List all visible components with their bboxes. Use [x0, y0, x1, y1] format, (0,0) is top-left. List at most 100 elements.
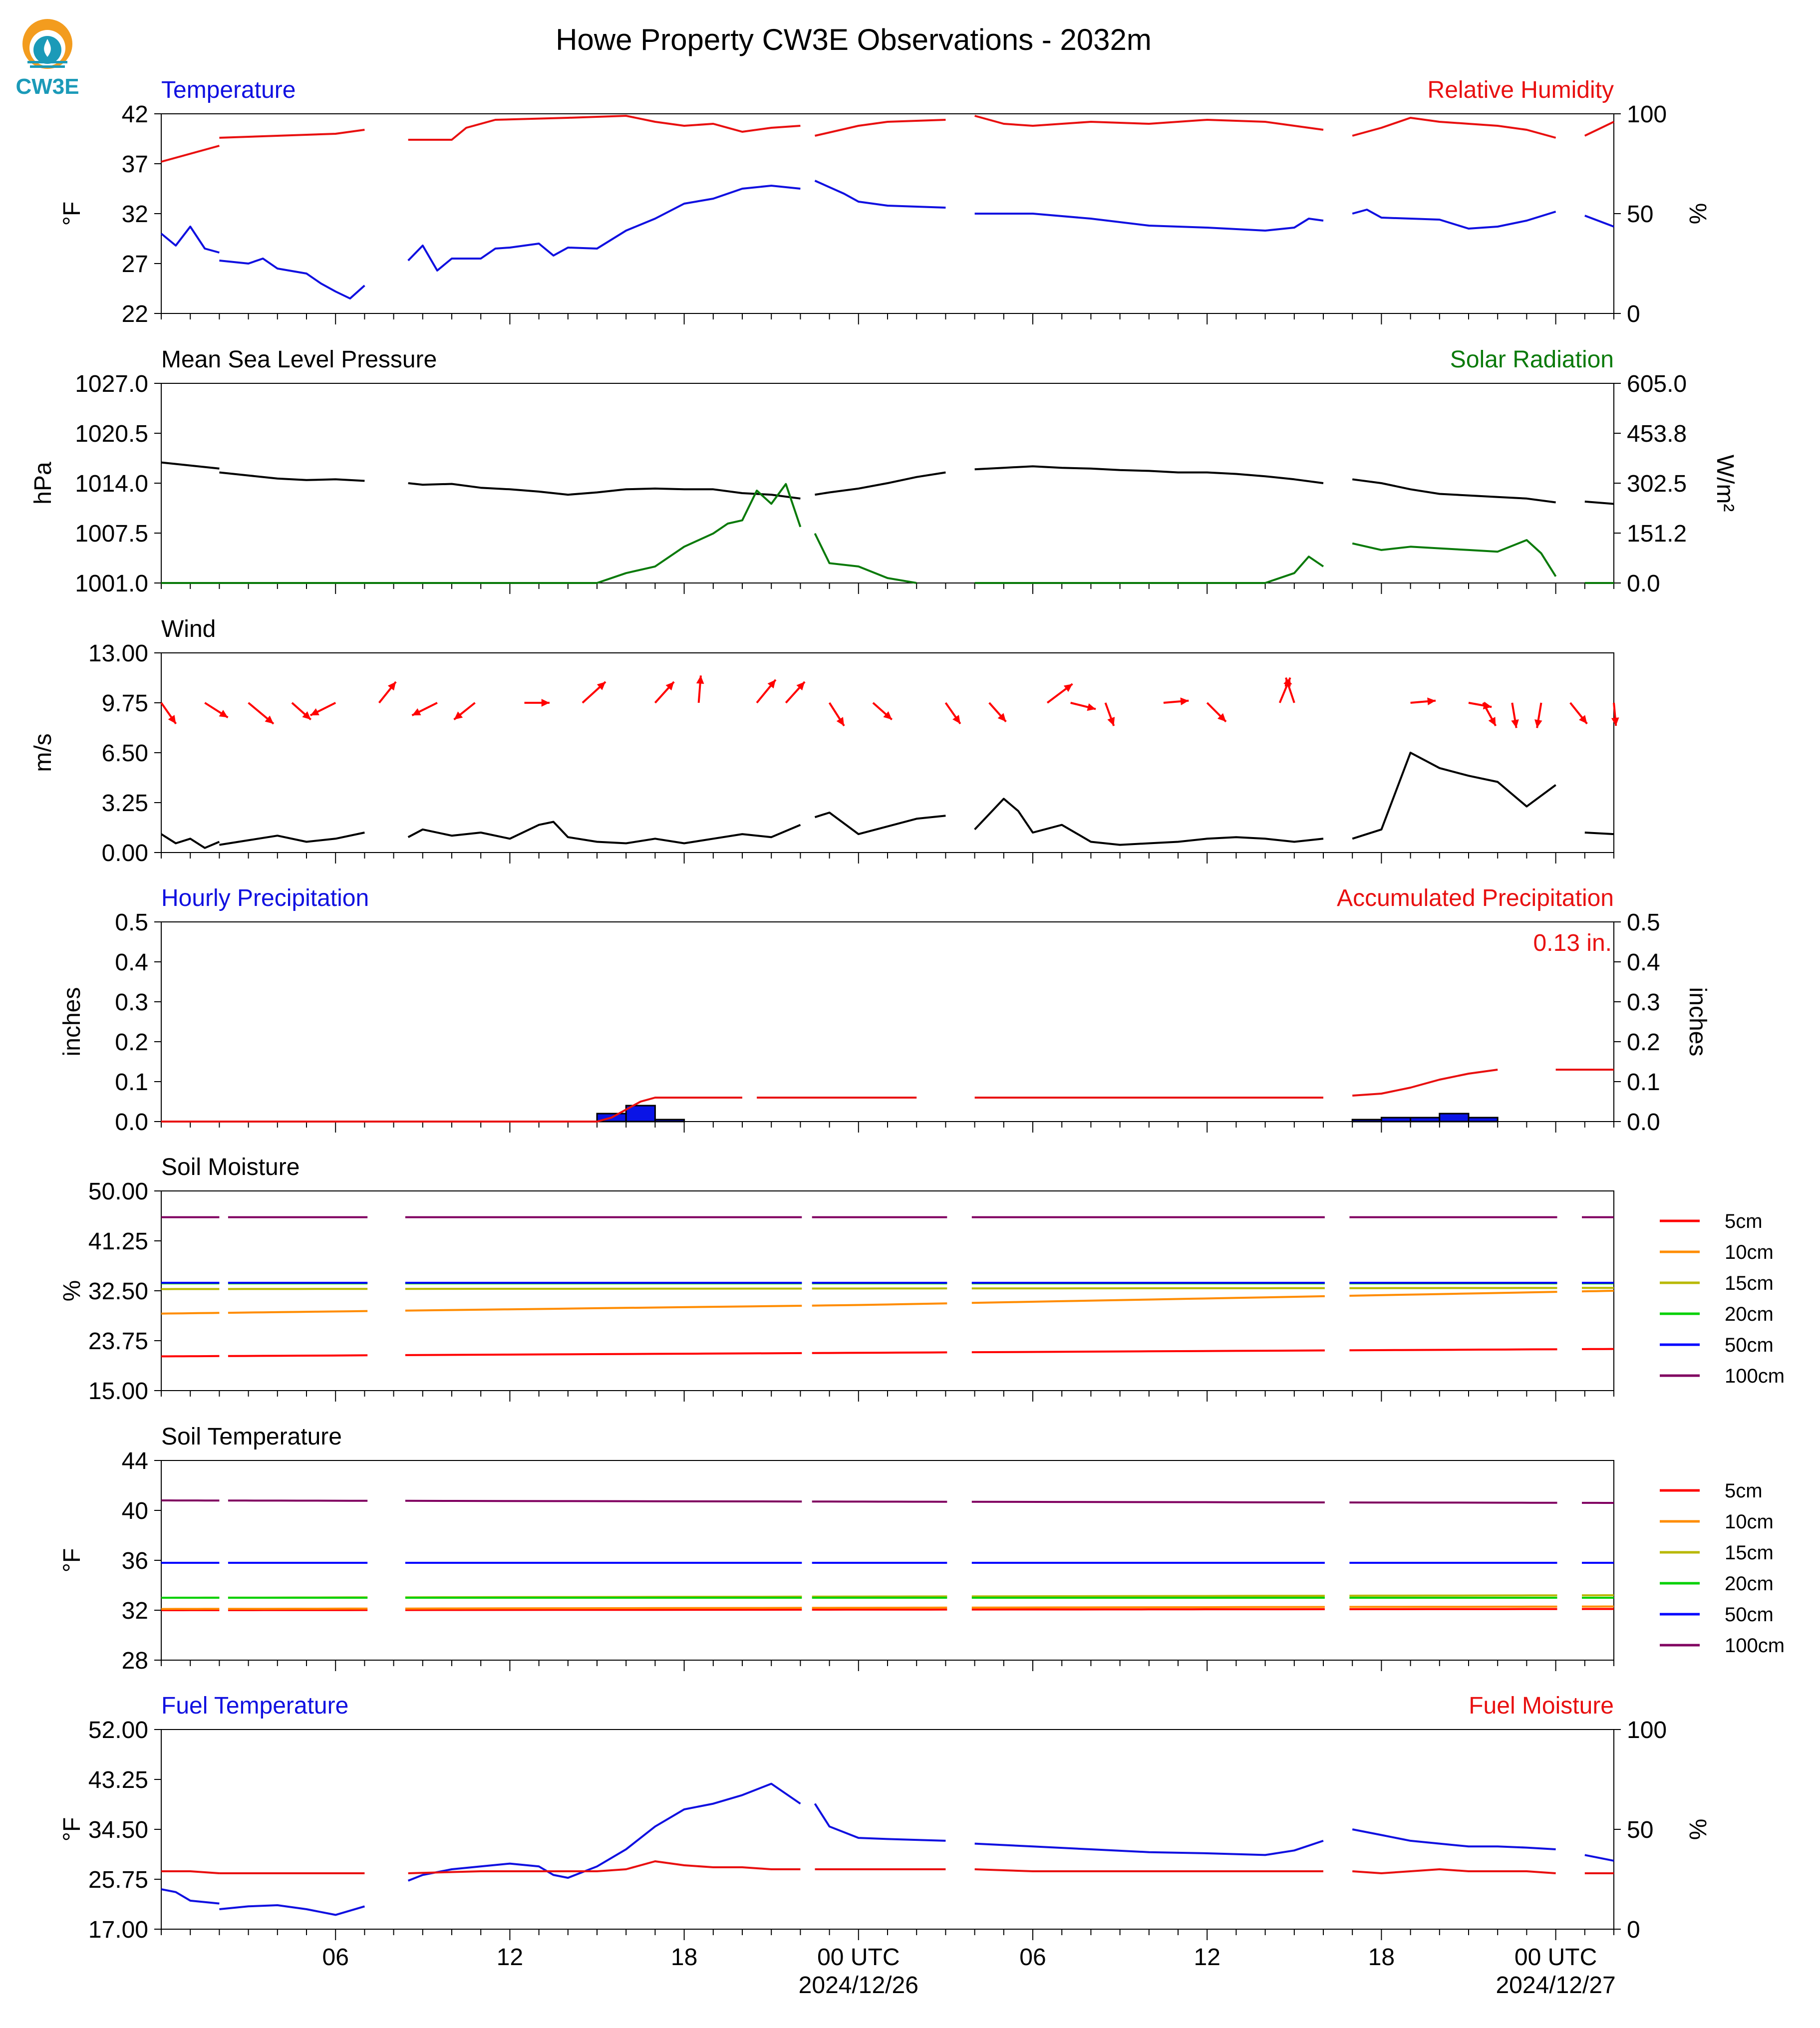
series-line-left — [407, 821, 801, 845]
cw3e-logo: CW3E — [15, 19, 79, 99]
y-tick-label-left: 0.00 — [102, 840, 148, 867]
soil-series-100cm — [812, 1500, 947, 1503]
legend-label: 5cm — [1725, 1480, 1763, 1502]
plot-frame — [161, 652, 1614, 853]
y-tick-label-left: 23.75 — [88, 1328, 148, 1355]
y-tick-label-left: 25.75 — [88, 1867, 148, 1893]
series-line-left — [407, 1782, 801, 1882]
legend-label: 15cm — [1725, 1272, 1774, 1294]
wind-arrow-head — [796, 682, 805, 691]
accum-total-annotation: 0.13 in. — [1533, 930, 1612, 956]
y-tick-label-left: 50.00 — [88, 1178, 148, 1205]
panel-title-left: Soil Temperature — [161, 1424, 342, 1450]
series-line-left — [407, 185, 801, 272]
wind-arrow-head — [1107, 717, 1115, 726]
series-line-left — [219, 258, 365, 299]
y-tick-label-left: 1020.5 — [75, 421, 148, 447]
panel-title-left: Fuel Temperature — [161, 1693, 348, 1719]
soil-series-15cm — [971, 1287, 1325, 1290]
wind-arrow-head — [767, 679, 776, 689]
y-tick-label-right: 100 — [1627, 1717, 1667, 1743]
y-tick-label-right: 0.0 — [1627, 571, 1660, 597]
wind-arrow-head — [1180, 697, 1189, 705]
y-axis-label-right: % — [1684, 203, 1711, 225]
panel-title-left: Mean Sea Level Pressure — [161, 346, 437, 373]
legend-label: 5cm — [1725, 1210, 1763, 1232]
y-tick-label-right: 0 — [1627, 1917, 1640, 1943]
soil-series-10cm — [228, 1310, 368, 1314]
series-line-left — [219, 471, 365, 482]
wind-arrow-head — [665, 682, 674, 691]
wind-arrow-head — [836, 717, 844, 726]
series-line-right — [408, 1860, 801, 1874]
legend-label: 15cm — [1725, 1542, 1774, 1564]
panel-title-left: Temperature — [161, 77, 296, 103]
series-line-left — [408, 482, 801, 500]
wind-arrow-head — [265, 715, 274, 724]
panel-title-right: Relative Humidity — [1428, 77, 1614, 103]
series-line-left — [974, 213, 1324, 232]
soil-series-10cm — [971, 1295, 1325, 1304]
y-tick-label-right: 0.3 — [1627, 989, 1660, 1016]
series-line-left — [160, 226, 220, 254]
y-tick-label-left: 1027.0 — [75, 371, 148, 397]
y-tick-label-right: 100 — [1627, 101, 1667, 128]
series-line-left — [815, 471, 946, 496]
y-tick-label-left: 0.5 — [115, 909, 148, 936]
y-tick-label-left: 0.1 — [115, 1069, 148, 1096]
legend-label: 50cm — [1725, 1604, 1774, 1626]
precip-bar — [1410, 1117, 1441, 1123]
soil-series-10cm — [405, 1305, 802, 1312]
soil-series-15cm — [1349, 1594, 1557, 1597]
y-tick-label-left: 40 — [122, 1498, 148, 1524]
y-tick-label-left: 32.50 — [88, 1278, 148, 1305]
wind-arrow-head — [541, 699, 550, 707]
series-line-right — [974, 556, 1324, 584]
panel-title-right: Accumulated Precipitation — [1337, 885, 1614, 911]
wind-arrow-head — [168, 715, 176, 724]
y-tick-label-left: 15.00 — [88, 1378, 148, 1405]
panel-temperature_rh: Temperature Relative Humidity 42 37 32 27 22 10… — [59, 77, 1711, 327]
wind-arrow-head — [219, 710, 228, 718]
series-line-left — [1352, 209, 1556, 230]
plot-frame — [161, 1729, 1614, 1930]
y-tick-label-left: 6.50 — [102, 740, 148, 767]
accum-precip-line — [161, 1097, 742, 1123]
wind-arrow-head — [1511, 719, 1519, 728]
legend-label: 100cm — [1725, 1635, 1785, 1657]
x-tick-label: 06 — [1019, 1944, 1046, 1971]
legend-label: 10cm — [1725, 1241, 1774, 1263]
y-axis-label-left: hPa — [30, 462, 56, 505]
y-axis-label-left: % — [59, 1280, 85, 1302]
x-tick-label: 12 — [497, 1944, 523, 1971]
panel-title-right: Fuel Moisture — [1469, 1693, 1614, 1719]
series-line-right — [1352, 1868, 1556, 1874]
wind-arrow-head — [1611, 717, 1619, 726]
panel-title-right: Solar Radiation — [1450, 346, 1614, 373]
soil-series-10cm — [1349, 1291, 1557, 1297]
precip-bar — [625, 1105, 656, 1123]
series-line-left — [1584, 832, 1614, 836]
soil-series-5cm — [1349, 1348, 1557, 1352]
y-tick-label-left: 43.25 — [88, 1767, 148, 1793]
x-tick-label: 18 — [1368, 1944, 1395, 1971]
series-line-left — [219, 1904, 365, 1916]
series-line-left — [814, 1803, 946, 1842]
y-tick-label-left: 9.75 — [102, 690, 148, 717]
wind-arrow-head — [1063, 684, 1073, 692]
wind-arrow-head — [952, 715, 960, 724]
wind-arrow-head — [1488, 717, 1496, 726]
y-tick-label-right: 0.0 — [1627, 1109, 1660, 1136]
series-line-left — [974, 465, 1324, 484]
soil-series-5cm — [161, 1355, 220, 1358]
series-line-left — [1584, 500, 1614, 505]
wind-arrow-head — [1217, 713, 1226, 722]
y-tick-label-left: 28 — [122, 1648, 148, 1674]
panel-title-left: Hourly Precipitation — [161, 885, 369, 911]
wind-arrow-head — [310, 708, 319, 716]
y-tick-label-left: 3.25 — [102, 790, 148, 817]
series-line-left — [1584, 215, 1614, 228]
y-axis-label-right: W/m² — [1712, 455, 1738, 512]
precip-bar — [1468, 1117, 1499, 1123]
